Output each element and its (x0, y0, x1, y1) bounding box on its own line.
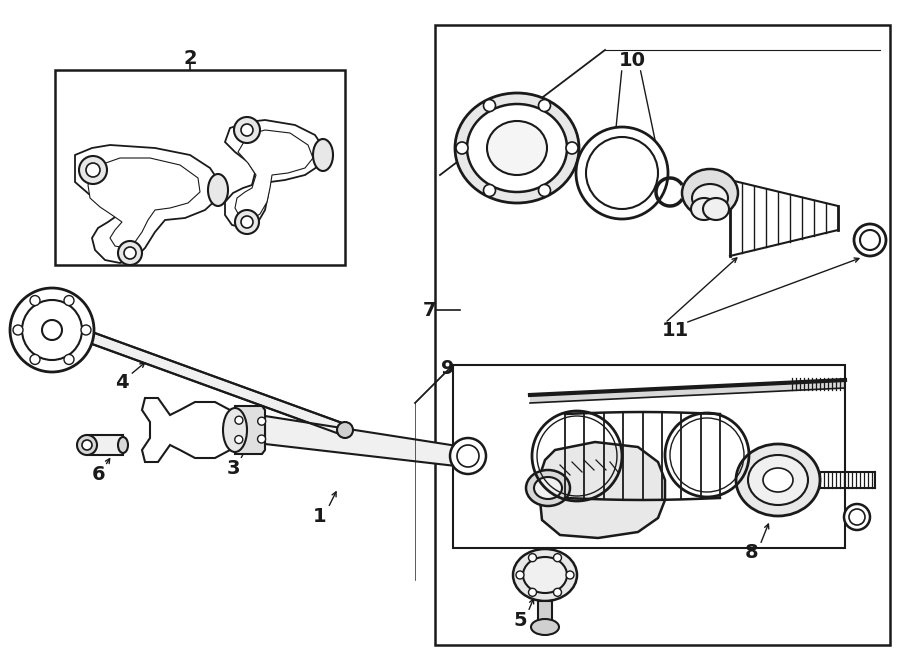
Ellipse shape (531, 619, 559, 635)
Ellipse shape (513, 549, 577, 601)
Polygon shape (87, 435, 123, 455)
Polygon shape (235, 406, 265, 454)
Circle shape (257, 435, 266, 443)
Ellipse shape (748, 455, 808, 505)
Circle shape (22, 300, 82, 360)
Ellipse shape (467, 104, 567, 192)
Bar (435, 25, 890, 645)
Circle shape (854, 224, 886, 256)
Polygon shape (538, 601, 552, 627)
Ellipse shape (682, 169, 738, 217)
Circle shape (860, 230, 880, 250)
Circle shape (79, 156, 107, 184)
Circle shape (235, 436, 243, 444)
Ellipse shape (208, 174, 228, 206)
Circle shape (528, 588, 536, 596)
Circle shape (450, 438, 486, 474)
Text: 5: 5 (513, 611, 526, 631)
Text: 4: 4 (115, 373, 129, 393)
Circle shape (456, 142, 468, 154)
Circle shape (483, 100, 496, 112)
Ellipse shape (692, 184, 728, 212)
Circle shape (566, 142, 578, 154)
Text: 3: 3 (226, 459, 239, 479)
Polygon shape (235, 130, 313, 220)
Circle shape (234, 117, 260, 143)
Circle shape (576, 127, 668, 219)
Text: 11: 11 (662, 321, 688, 340)
Circle shape (64, 354, 74, 364)
Ellipse shape (736, 444, 820, 516)
Circle shape (86, 163, 100, 177)
Text: 6: 6 (92, 465, 106, 483)
Circle shape (30, 295, 40, 305)
Bar (55, 70, 345, 265)
Circle shape (64, 295, 74, 305)
Circle shape (566, 571, 574, 579)
Circle shape (241, 124, 253, 136)
Circle shape (81, 325, 91, 335)
Circle shape (124, 247, 136, 259)
Polygon shape (453, 365, 845, 548)
Text: 9: 9 (441, 358, 454, 377)
Circle shape (554, 554, 562, 562)
Polygon shape (75, 145, 220, 263)
Circle shape (516, 571, 524, 579)
Ellipse shape (82, 440, 92, 450)
Ellipse shape (691, 198, 717, 220)
Ellipse shape (534, 477, 562, 499)
Polygon shape (142, 398, 235, 462)
Text: 1: 1 (313, 508, 327, 527)
Circle shape (42, 320, 62, 340)
Circle shape (538, 100, 551, 112)
Circle shape (586, 137, 658, 209)
Ellipse shape (77, 435, 97, 455)
Text: 8: 8 (745, 543, 759, 563)
Ellipse shape (337, 422, 353, 438)
Circle shape (457, 445, 479, 467)
Polygon shape (92, 332, 345, 436)
Text: 10: 10 (618, 50, 645, 69)
Circle shape (844, 504, 870, 530)
Ellipse shape (455, 93, 579, 203)
Circle shape (30, 354, 40, 364)
Circle shape (13, 325, 23, 335)
Ellipse shape (118, 437, 128, 453)
Circle shape (849, 509, 865, 525)
Polygon shape (540, 442, 665, 538)
Circle shape (235, 210, 259, 234)
Ellipse shape (487, 121, 547, 175)
Polygon shape (225, 120, 325, 228)
Circle shape (528, 554, 536, 562)
Circle shape (118, 241, 142, 265)
Circle shape (241, 216, 253, 228)
Circle shape (257, 417, 266, 425)
Text: 7: 7 (422, 301, 436, 319)
Polygon shape (530, 380, 845, 403)
Polygon shape (265, 416, 560, 478)
Circle shape (538, 184, 551, 196)
Ellipse shape (223, 408, 247, 452)
Text: 2: 2 (184, 48, 197, 67)
Circle shape (10, 288, 94, 372)
Ellipse shape (703, 198, 729, 220)
Circle shape (235, 416, 243, 424)
Ellipse shape (523, 557, 567, 593)
Ellipse shape (313, 139, 333, 171)
Ellipse shape (526, 470, 570, 506)
Circle shape (554, 588, 562, 596)
Ellipse shape (763, 468, 793, 492)
Circle shape (483, 184, 496, 196)
Polygon shape (88, 158, 200, 248)
